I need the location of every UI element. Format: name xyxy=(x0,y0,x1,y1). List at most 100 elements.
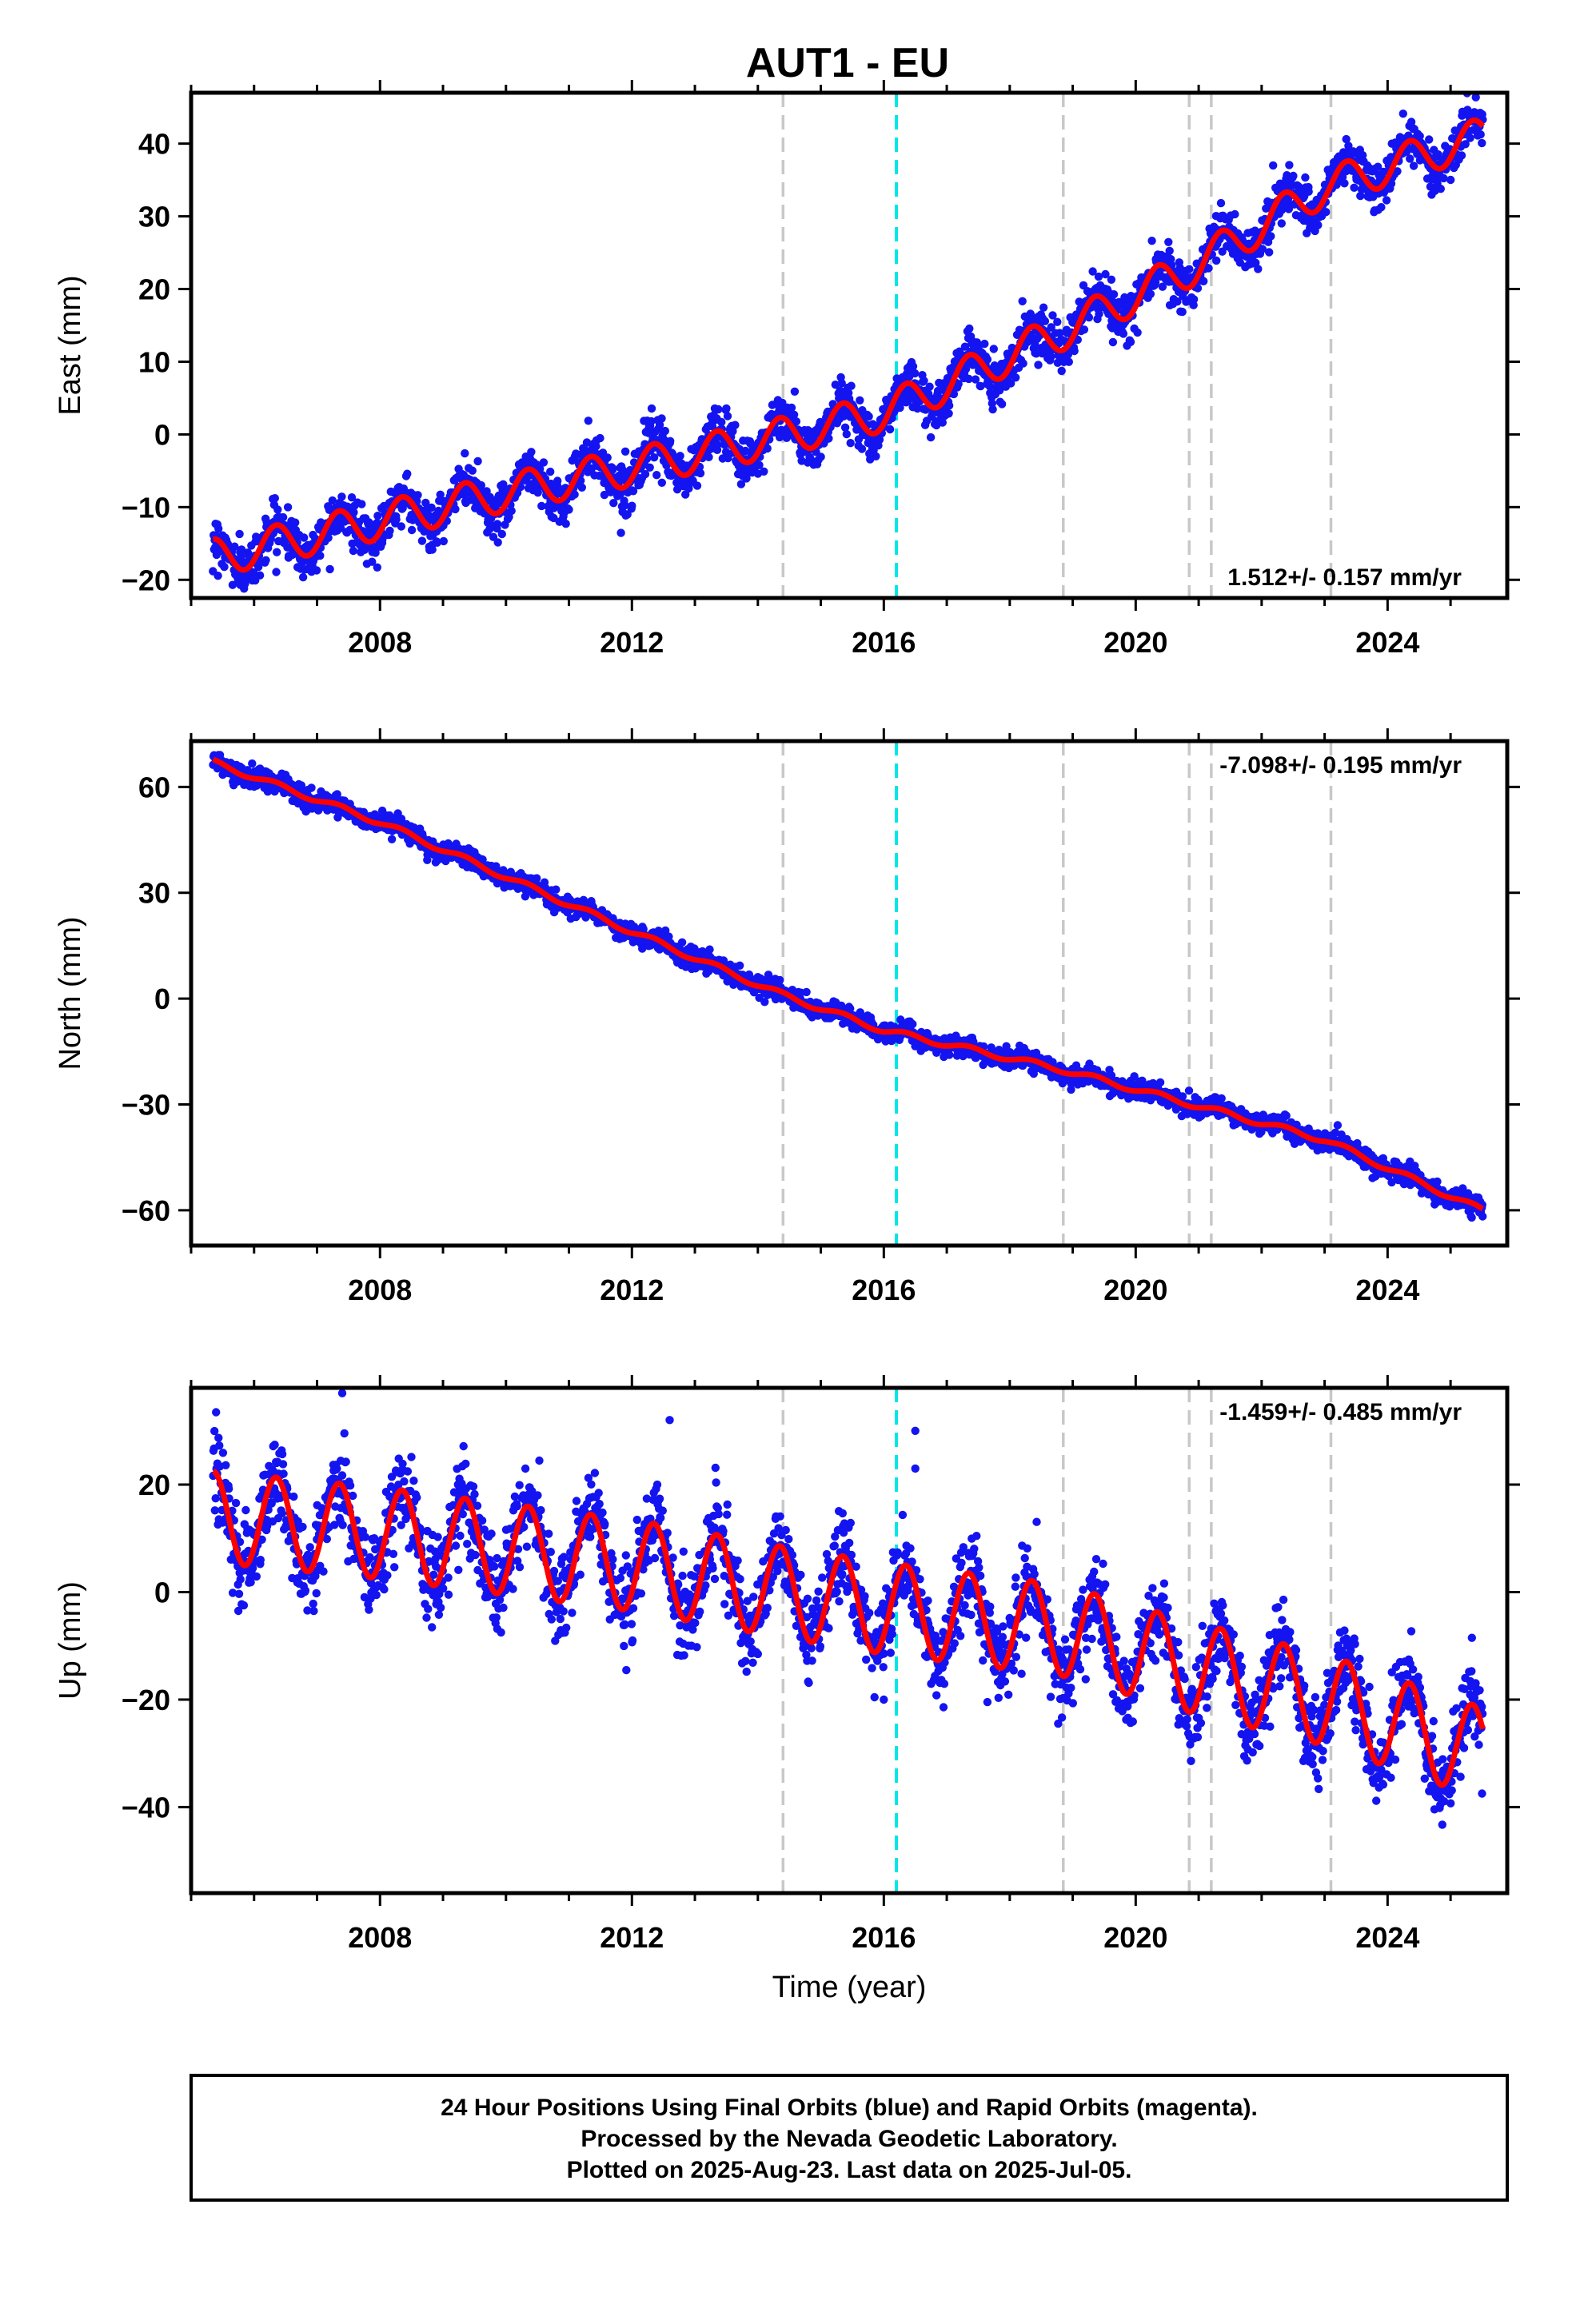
y-tick-label: −10 xyxy=(122,491,170,524)
data-point xyxy=(1382,196,1390,204)
data-point xyxy=(469,467,477,475)
data-point xyxy=(621,448,629,456)
data-point xyxy=(696,469,704,477)
data-point xyxy=(1156,1078,1164,1086)
data-point xyxy=(1334,1121,1342,1129)
data-point xyxy=(248,759,256,767)
data-point xyxy=(705,946,713,954)
data-point xyxy=(1283,1111,1291,1119)
y-tick-label: 20 xyxy=(138,273,170,306)
data-point xyxy=(1110,290,1118,298)
data-point xyxy=(1446,176,1454,184)
data-point xyxy=(1269,161,1277,169)
data-point xyxy=(527,448,535,456)
data-point xyxy=(1437,185,1445,193)
data-point xyxy=(1425,135,1433,143)
data-point xyxy=(1147,237,1155,245)
data-point xyxy=(1034,361,1042,369)
data-point xyxy=(373,564,381,572)
data-point xyxy=(261,556,269,564)
data-point xyxy=(1019,297,1027,305)
data-point xyxy=(1109,338,1117,346)
data-point xyxy=(337,492,345,500)
data-point xyxy=(220,563,228,571)
data-point xyxy=(440,537,448,545)
data-point xyxy=(553,476,561,484)
data-point xyxy=(235,530,243,538)
data-point xyxy=(1166,247,1174,255)
data-point xyxy=(1314,221,1322,229)
data-point xyxy=(945,401,953,409)
data-point xyxy=(847,439,855,447)
data-point xyxy=(1265,248,1273,256)
data-point xyxy=(273,548,281,556)
y-axis-title: East (mm) xyxy=(54,275,87,415)
data-point xyxy=(652,471,660,479)
data-point xyxy=(650,453,658,461)
data-point xyxy=(666,437,674,445)
data-point xyxy=(980,340,988,348)
data-point xyxy=(403,470,411,478)
data-point xyxy=(1305,188,1313,196)
data-point xyxy=(816,452,824,460)
data-point xyxy=(1127,338,1135,346)
data-point xyxy=(546,468,554,476)
data-point xyxy=(1477,130,1485,138)
data-point xyxy=(714,405,722,413)
data-point xyxy=(760,468,768,476)
data-point xyxy=(429,545,437,553)
data-point xyxy=(1164,238,1172,246)
data-point xyxy=(1350,184,1358,192)
data-point xyxy=(357,500,365,508)
data-point xyxy=(1267,232,1275,240)
data-point xyxy=(1185,265,1193,273)
data-point xyxy=(1011,373,1019,381)
y-tick-label: 30 xyxy=(138,201,170,233)
data-point xyxy=(678,939,686,947)
data-point xyxy=(213,572,221,580)
data-point xyxy=(494,538,502,546)
data-point xyxy=(661,427,669,435)
data-point xyxy=(1185,1086,1193,1094)
data-point xyxy=(736,962,744,970)
data-point xyxy=(676,452,684,460)
data-point xyxy=(1285,161,1293,169)
data-point xyxy=(988,405,996,413)
data-point xyxy=(408,526,416,534)
data-point xyxy=(1439,174,1447,182)
y-tick-label: −20 xyxy=(122,564,170,596)
data-point xyxy=(271,494,279,502)
chart-title: AUT1 - EU xyxy=(746,40,949,86)
x-tick-label: 2024 xyxy=(1355,626,1419,659)
data-point xyxy=(1119,329,1127,337)
x-tick-label: 2008 xyxy=(348,626,412,659)
data-point xyxy=(533,874,541,882)
data-point xyxy=(802,988,810,996)
data-point xyxy=(1107,276,1115,284)
data-point xyxy=(925,383,933,391)
data-point xyxy=(299,573,307,581)
data-point xyxy=(313,566,321,574)
data-point xyxy=(1254,265,1262,273)
data-point xyxy=(1212,257,1220,265)
data-point xyxy=(300,533,308,541)
data-point xyxy=(552,886,560,894)
data-point xyxy=(498,530,506,538)
data-point xyxy=(451,505,459,513)
data-point xyxy=(565,505,573,513)
data-point xyxy=(307,783,315,791)
data-point xyxy=(1065,358,1073,366)
data-point xyxy=(909,362,917,370)
data-point xyxy=(1218,1094,1226,1102)
data-point xyxy=(843,430,851,438)
data-point xyxy=(1204,264,1212,272)
data-point xyxy=(284,503,292,511)
data-point xyxy=(1080,325,1088,333)
data-point xyxy=(1071,347,1079,355)
data-point xyxy=(628,502,636,510)
data-point xyxy=(864,413,872,421)
data-point xyxy=(791,388,799,396)
data-point xyxy=(473,457,481,465)
data-point xyxy=(657,414,665,422)
